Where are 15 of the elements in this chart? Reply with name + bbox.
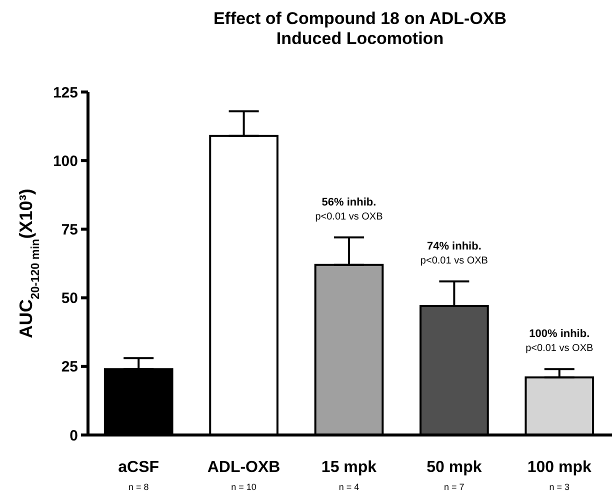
y-tick-label: 0 xyxy=(70,427,78,444)
y-tick-label: 100 xyxy=(52,152,78,170)
x-tick-label: 100 mpk n = 3 xyxy=(527,459,592,492)
y-tick-label: 25 xyxy=(61,358,78,376)
y-tick-label: 125 xyxy=(52,84,78,102)
y-tick-label: 75 xyxy=(61,221,78,238)
x-tick-label: 15 mpk n = 4 xyxy=(321,459,377,492)
x-tick-label: ADL-OXB n = 10 xyxy=(207,459,280,492)
annotation: 74% inhib. p<0.01 vs OXB xyxy=(420,240,488,266)
x-tick-label: 50 mpk n = 7 xyxy=(426,459,482,492)
x-tick-label: aCSF n = 8 xyxy=(118,459,160,492)
annotation: 56% inhib. p<0.01 vs OXB xyxy=(315,196,384,222)
y-tick-label: 50 xyxy=(61,290,78,308)
chart-title: Effect of Compound 18 on ADL-OXB Induced Locomotion xyxy=(213,9,507,48)
annotation: 100% inhib. p<0.01 vs OXB xyxy=(526,328,594,354)
